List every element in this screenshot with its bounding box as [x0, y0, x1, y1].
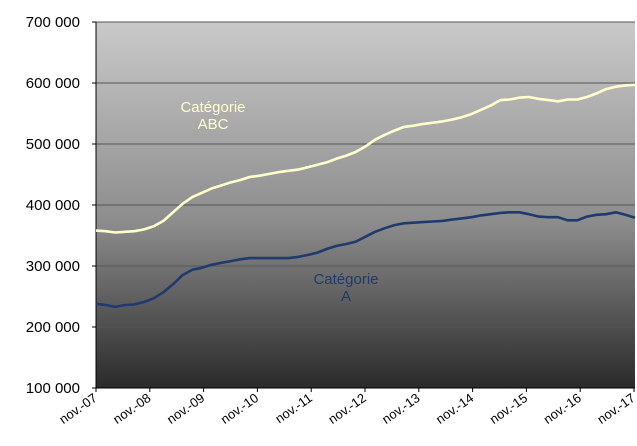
x-tick-label: nov.-08: [110, 390, 153, 427]
x-tick-label: nov.-17: [594, 390, 637, 427]
y-tick-label: 500 000: [26, 136, 80, 153]
x-axis: nov.-07 nov.-08 nov.-09 nov.-10 nov.-11 nov.-…: [56, 387, 637, 427]
series-label-line: A: [341, 288, 351, 305]
x-tick-label: nov.-11: [272, 390, 315, 426]
x-tick-label: nov.-14: [433, 390, 476, 427]
series-label-line: Catégorie: [180, 99, 245, 116]
x-tick-label: nov.-12: [325, 390, 368, 427]
y-tick-label: 200 000: [26, 319, 80, 336]
y-tick-label: 400 000: [26, 197, 80, 214]
series-label-line: ABC: [198, 116, 229, 133]
y-axis: 100 000 200 000 300 000 400 000 500 000 600 0…: [26, 14, 97, 397]
series-group: [95, 83, 636, 309]
y-tick-label: 300 000: [26, 258, 80, 275]
x-tick-label: nov.-16: [541, 390, 584, 427]
series-line: [95, 211, 636, 309]
series-line: [95, 83, 636, 234]
x-tick-label: nov.-15: [487, 390, 530, 427]
y-tick-label: 700 000: [26, 14, 80, 31]
series-label: Catégorie A: [313, 271, 378, 305]
series-label-line: Catégorie: [313, 271, 378, 288]
x-tick-label: nov.-09: [164, 390, 207, 427]
y-tick-label: 100 000: [26, 380, 80, 397]
series-label: Catégorie ABC: [180, 99, 245, 133]
x-tick-label: nov.-10: [218, 390, 261, 427]
x-tick-label: nov.-13: [379, 390, 422, 427]
y-tick-label: 600 000: [26, 75, 80, 92]
